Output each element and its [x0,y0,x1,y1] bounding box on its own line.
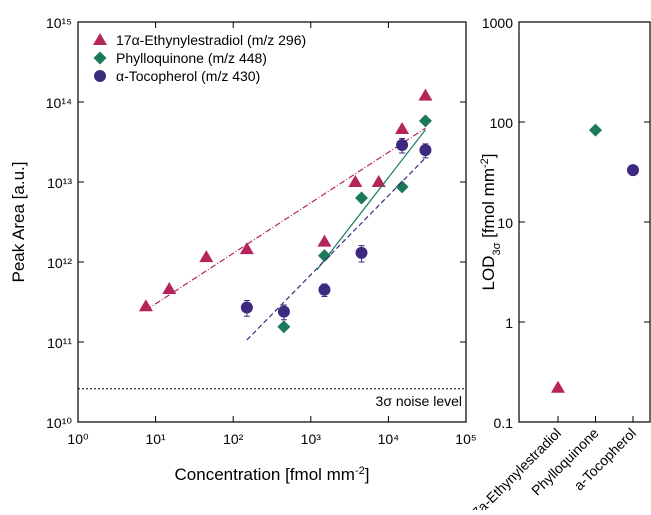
marker [418,88,433,101]
legend-marker [94,70,106,82]
y-tick-label: 10¹⁴ [46,95,72,111]
marker [627,164,639,177]
marker [239,242,254,255]
axis-label: LOD3σ [fmol mm-2] [479,153,503,290]
x-tick-label: 10² [223,431,244,447]
axis-label: Concentration [fmol mm-2] [175,465,370,484]
x-tick-label: 10⁵ [455,431,476,447]
marker [162,281,177,294]
axis-label-part: -2 [479,158,491,168]
y-tick-label: 10¹³ [47,175,72,191]
y-tick-label: 10 [497,215,513,231]
x-tick-label: 10⁰ [67,431,89,447]
axis-label-part: 3σ [491,242,503,255]
axis-label-part: [fmol mm [479,168,498,243]
y-tick-label: 10¹² [47,255,72,271]
y-tick-label: 1 [505,315,513,331]
legend-marker [93,51,107,65]
y-tick-label: 1000 [482,15,513,31]
y-tick-label: 100 [490,115,514,131]
legend-label: α-Tocopherol (m/z 430) [116,68,260,84]
axis-label-part: ] [479,153,498,158]
y-tick-label: 0.1 [494,415,514,431]
axis-label-part: LOD [479,256,498,291]
marker [355,246,368,259]
marker [371,175,386,187]
marker [589,123,602,137]
legend-label: 17α-Ethynylestradiol (m/z 296) [116,32,306,48]
fit-line [246,157,426,341]
marker [418,114,432,128]
axis-label-part: ] [365,465,370,484]
fit-line [145,127,426,311]
legend-marker [93,33,107,45]
marker [396,139,409,152]
marker [348,175,363,187]
marker [240,301,253,314]
plot-frame [518,21,651,423]
axis-label-part: -2 [355,465,365,477]
noise-label: 3σ noise level [376,393,462,409]
marker [138,299,153,312]
marker [551,380,565,393]
legend-label: Phylloquinone (m/z 448) [116,50,267,66]
x-tick-label: 10¹ [145,431,166,447]
axis-label-part: Peak Area [a.u.] [9,162,28,283]
marker [199,250,214,263]
x-tick-label: 10⁴ [378,431,400,447]
marker [318,283,331,296]
marker [277,320,291,334]
plot-frame [77,21,467,423]
y-tick-label: 10¹⁵ [46,15,72,31]
axis-label: Peak Area [a.u.] [9,162,28,283]
marker [419,144,432,157]
marker [395,180,409,194]
marker [395,121,410,134]
marker [354,191,368,205]
marker [317,234,332,247]
x-tick-label: 10³ [301,431,322,447]
marker [277,305,290,318]
y-tick-label: 10¹¹ [47,335,72,351]
marker [317,249,331,263]
fit-line [316,129,426,271]
axis-label-part: Concentration [fmol mm [175,465,355,484]
y-tick-label: 10¹⁰ [46,415,72,431]
